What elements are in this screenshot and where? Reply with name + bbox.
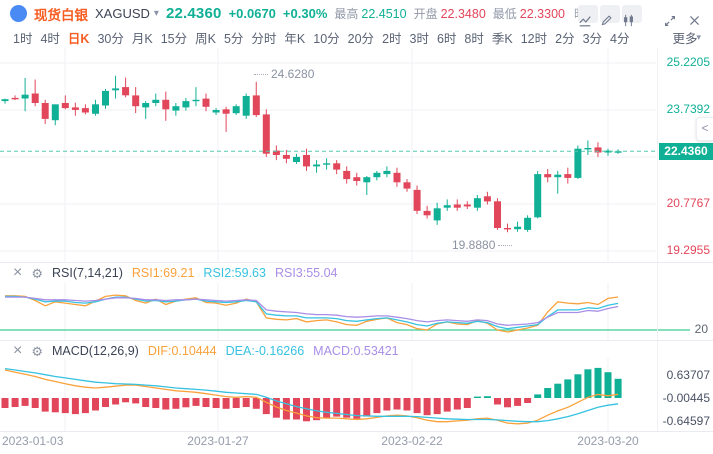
stat-open-label: 开盘 (413, 7, 438, 21)
symbol-code[interactable]: XAGUSD (95, 6, 150, 21)
rsi-chart[interactable] (0, 283, 713, 340)
tab-10分[interactable]: 10分 (313, 32, 340, 46)
rsi1-value: RSI1:69.21 (131, 266, 195, 280)
rsi-line-RSI3 (5, 296, 619, 326)
stat-low: 最低 22.3300 (493, 5, 565, 22)
rsi-axis-label: 20 (694, 322, 708, 336)
draw-tool-button[interactable] (600, 5, 620, 26)
stat-low-label: 最低 (492, 7, 517, 21)
timeframe-tab-bar: 1时 4时 日K 30分 月K 15分 周K 5分 分时 年K 10分 20分 2时 3时 6时 8时 季K 12… (0, 27, 713, 48)
tab-6时[interactable]: 6时 (436, 32, 457, 46)
low-annotation-label: 19.8880 (452, 238, 496, 252)
date-axis-label: 2023-02-22 (381, 434, 443, 448)
tab-周K[interactable]: 周K (195, 32, 216, 46)
tab-4分[interactable]: 4分 (610, 32, 630, 46)
tab-8时[interactable]: 8时 (464, 32, 484, 46)
tab-15分[interactable]: 15分 (160, 32, 188, 46)
stat-high: 最高 22.4510 (334, 5, 406, 22)
stat-open-value: 22.3480 (440, 6, 486, 21)
panel-divider (0, 340, 713, 341)
macd-chart[interactable] (0, 358, 713, 431)
rsi-line-RSI1 (5, 294, 619, 333)
tab-12时[interactable]: 12时 (520, 32, 548, 46)
tab-日K[interactable]: 日K (67, 32, 90, 46)
tab-3分[interactable]: 3分 (582, 32, 603, 46)
high-annotation-label: 24.6280 (271, 67, 315, 81)
rsi-panel-header: × ⚙ RSI(7,14,21) RSI1:69.21 RSI2:59.63 R… (0, 263, 338, 283)
annotation-dots (254, 73, 268, 75)
macd-line-dea (4, 367, 619, 423)
symbol-logo-icon (1, 5, 27, 22)
tab-4时[interactable]: 4时 (40, 32, 60, 46)
macd-axis-label: -0.00445 (662, 391, 710, 405)
tab-季K[interactable]: 季K (491, 32, 513, 46)
macd-value: MACD:0.53421 (313, 344, 399, 358)
close-rsi-icon[interactable]: × (13, 264, 23, 281)
last-price: 22.4360 (165, 5, 222, 22)
price-axis-label: 20.7767 (666, 196, 710, 210)
price-change-percent: +0.30% (282, 6, 328, 21)
stat-high-value: 22.4510 (361, 6, 407, 21)
date-axis-label: 2023-01-27 (187, 434, 249, 448)
stat-low-value: 22.3300 (519, 6, 565, 21)
tab-5分[interactable]: 5分 (223, 32, 244, 46)
tab-30分[interactable]: 30分 (97, 32, 124, 46)
macd-axis-label: 0.63707 (666, 368, 710, 382)
close-chart-button[interactable] (688, 5, 708, 25)
collapse-axis-button[interactable]: < (696, 117, 713, 141)
more-timeframes-button[interactable]: 更多 ▾ (672, 28, 701, 47)
tab-20分[interactable]: 20分 (347, 32, 375, 46)
price-change: +0.0670 (228, 6, 276, 21)
macd-panel-header: × ⚙ MACD(12,26,9) DIF:0.10444 DEA:-0.162… (0, 341, 399, 361)
rsi2-value: RSI2:59.63 (203, 266, 266, 280)
rsi-title: RSI(7,14,21) (52, 266, 123, 280)
tab-2分[interactable]: 2分 (555, 32, 575, 46)
tab-1时[interactable]: 1时 (13, 32, 33, 46)
high-annotation: 24.6280 (254, 67, 314, 81)
price-axis-label: 23.7392 (666, 102, 710, 116)
panel-divider (0, 262, 713, 263)
axis-separator (657, 48, 658, 432)
rsi-settings-gear-icon[interactable]: ⚙ (31, 265, 43, 281)
dif-value: DIF:0.10444 (147, 344, 217, 358)
timeframe-tab-list: 1时 4时 日K 30分 月K 15分 周K 5分 分时 年K 10分 20分 2时 3时 6时 8时 季K 12… (13, 28, 629, 47)
annotation-dots (498, 244, 513, 246)
dea-value: DEA:-0.16266 (225, 344, 305, 358)
chart-type-button[interactable] (578, 5, 598, 27)
macd-line-dif (4, 369, 619, 425)
close-macd-icon[interactable]: × (13, 342, 23, 359)
stat-high-label: 最高 (334, 7, 359, 21)
price-axis-label: 25.2205 (666, 55, 710, 69)
indicator-settings-button[interactable] (622, 5, 642, 27)
symbol-name[interactable]: 现货白银 (34, 7, 88, 23)
current-price-badge: 22.4360 (659, 143, 713, 160)
macd-histogram (1, 367, 622, 422)
tab-3时[interactable]: 3时 (409, 32, 429, 46)
panel-divider (0, 431, 713, 432)
stat-open: 开盘 22.3480 (414, 5, 486, 22)
price-axis-label: 19.2955 (666, 243, 710, 257)
tab-月K[interactable]: 月K (131, 32, 153, 46)
tab-2时[interactable]: 2时 (382, 32, 402, 46)
candlestick-chart[interactable] (0, 48, 713, 262)
macd-settings-gear-icon[interactable]: ⚙ (31, 343, 43, 359)
macd-axis-label: -0.64597 (662, 414, 710, 428)
low-annotation: 19.8880 (452, 238, 513, 252)
tab-年K[interactable]: 年K (284, 32, 306, 46)
macd-title: MACD(12,26,9) (52, 344, 139, 358)
chevron-down-icon: ▾ (696, 32, 701, 42)
more-label: 更多 (672, 32, 698, 46)
date-axis-label: 2023-01-03 (2, 434, 64, 448)
tab-分时[interactable]: 分时 (251, 32, 277, 46)
symbol-dropdown-caret-icon[interactable]: ▾ (153, 8, 159, 19)
candles (1, 75, 622, 233)
date-axis-label: 2023-03-20 (577, 434, 639, 448)
rsi3-value: RSI3:55.04 (274, 266, 338, 280)
fullscreen-button[interactable] (663, 5, 683, 26)
